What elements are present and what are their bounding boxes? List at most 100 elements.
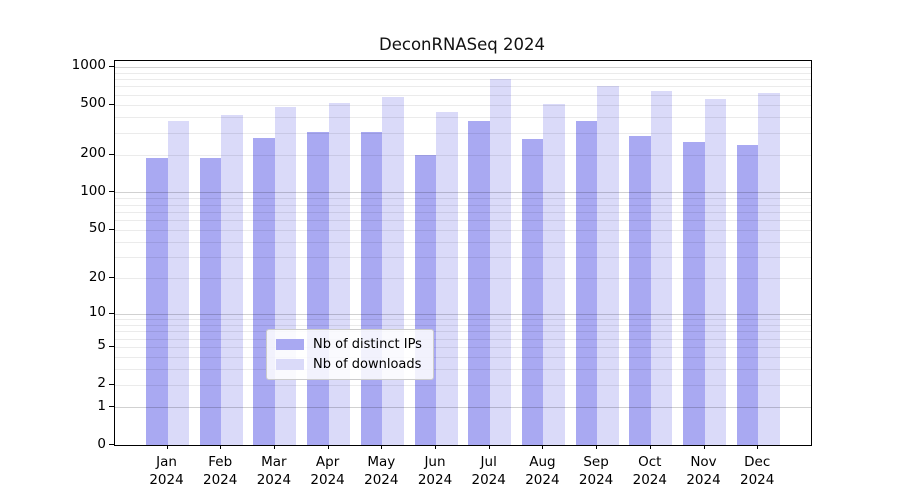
grid-line-minor [115,319,811,320]
bar-distinct-ips-may [360,131,383,445]
legend-swatch-downloads [276,359,304,370]
x-tick-mark [381,445,383,449]
y-tick-mark [109,444,114,445]
y-axis-tick-label: 20 [88,268,106,285]
y-tick-mark [109,191,114,193]
grid-line-minor [115,278,811,280]
grid-line-minor [115,132,811,134]
bar-downloads-feb [221,115,243,445]
grid-line-minor [115,331,811,333]
grid-line-minor [115,86,811,88]
bar-downloads-may [382,96,404,445]
y-tick-mark [109,406,114,408]
x-axis-tick-label: Apr 2024 [310,454,345,489]
plot-area [114,60,812,446]
bar-distinct-ips-mar [253,138,275,445]
x-tick-mark [703,445,705,449]
y-tick-mark [109,383,114,385]
legend-swatch-distinct-ips [276,339,304,350]
grid-line-minor [115,229,811,231]
y-axis-tick-label: 50 [88,220,106,237]
y-axis-tick-label: 200 [80,145,106,162]
bar-distinct-ips-feb [199,157,222,445]
bar-downloads-dec [758,93,780,445]
bar-distinct-ips-nov [683,142,705,445]
grid-line-minor [115,211,811,213]
x-tick-mark [220,445,222,449]
legend: Nb of distinct IPs Nb of downloads [266,329,434,380]
grid-line-minor [115,384,811,386]
bar-downloads-aug [543,103,565,445]
bar-downloads-mar [274,107,297,445]
x-axis-tick-label: Feb 2024 [203,454,238,489]
x-axis-tick-label: Nov 2024 [686,454,721,489]
bar-downloads-jul [489,78,512,445]
x-axis-tick-label: Oct 2024 [632,454,667,489]
grid-line-minor [115,198,811,200]
grid-line-minor [115,346,811,348]
grid-line-major [115,192,811,194]
x-axis-tick-label: Jan 2024 [149,454,184,489]
y-axis-tick-label: 0 [97,435,106,452]
y-tick-mark [109,277,114,279]
grid-line-major [115,313,811,315]
y-tick-mark [109,312,114,314]
x-axis-tick-label: Jul 2024 [471,454,506,489]
bar-downloads-nov [704,99,726,445]
grid-line-minor [115,241,811,243]
bar-downloads-sep [597,86,619,445]
y-axis-tick-label: 5 [97,337,106,354]
legend-item-distinct-ips: Nb of distinct IPs [276,337,422,352]
x-tick-mark [757,445,759,449]
grid-line-minor [115,257,811,259]
bar-downloads-oct [650,90,673,445]
bar-distinct-ips-aug [521,138,544,445]
x-axis-tick-label: May 2024 [364,454,399,489]
x-axis-tick-label: Mar 2024 [256,454,292,489]
grid-line-minor [115,369,811,371]
bar-downloads-jun [436,111,458,445]
grid-line-minor [115,356,811,358]
x-axis-tick-label: Jun 2024 [417,454,453,489]
x-tick-mark [488,445,490,449]
y-tick-mark [109,228,114,230]
x-tick-mark [273,445,275,449]
grid-line-minor [115,154,811,156]
x-tick-mark [596,445,598,449]
grid-line-minor [115,338,811,340]
grid-line-minor [115,79,811,81]
y-axis-tick-label: 1000 [71,57,106,74]
x-tick-mark [542,445,544,449]
legend-item-downloads: Nb of downloads [276,357,422,372]
x-axis-tick-label: Dec 2024 [740,454,775,489]
y-axis-tick-label: 100 [80,182,106,199]
grid-line-minor [115,94,811,96]
grid-line-minor [115,204,811,206]
y-tick-mark [109,345,114,347]
x-axis-tick-label: Aug 2024 [525,454,560,489]
bar-distinct-ips-sep [575,120,598,445]
y-tick-mark [109,153,114,155]
x-tick-mark [327,445,329,449]
grid-line-major [115,407,811,409]
x-tick-mark [649,445,651,449]
bar-distinct-ips-apr [307,131,329,445]
legend-label-distinct-ips: Nb of distinct IPs [313,337,422,352]
bar-downloads-jan [167,121,189,445]
y-tick-mark [109,103,114,105]
bar-distinct-ips-oct [629,135,651,445]
grid-line-minor [115,220,811,222]
legend-label-downloads: Nb of downloads [313,357,422,372]
bar-distinct-ips-jan [146,157,168,445]
y-axis-tick-label: 10 [88,304,106,321]
grid-line-minor [115,324,811,326]
y-axis-tick-label: 1 [97,397,106,414]
grid-line-minor [115,72,811,74]
grid-line-minor [115,104,811,106]
x-tick-mark [435,445,436,449]
x-axis-tick-label: Sep 2024 [578,454,614,489]
grid-line-major [115,66,811,68]
y-tick-mark [109,65,114,67]
y-axis-tick-label: 2 [97,375,106,392]
